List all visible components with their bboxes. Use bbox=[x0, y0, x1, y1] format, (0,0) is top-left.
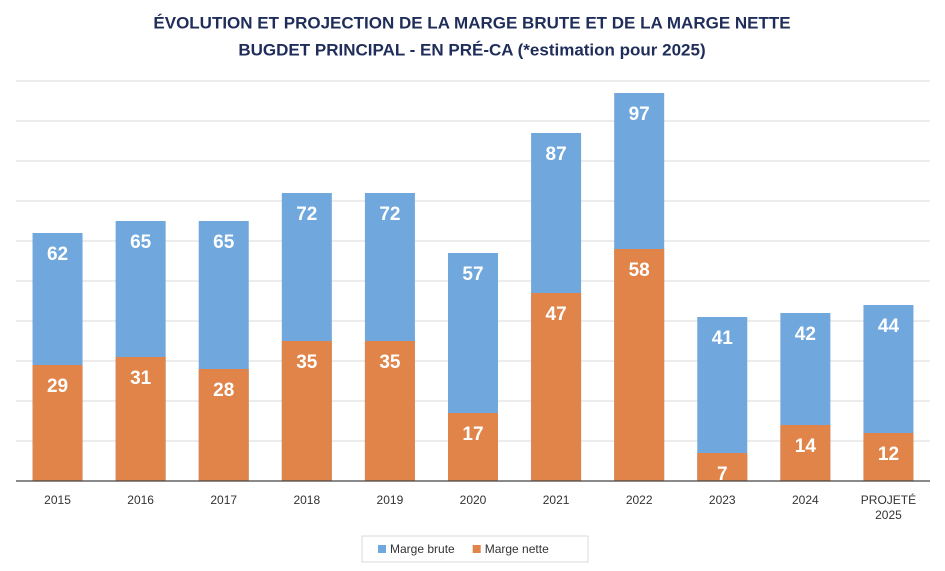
value-label: 72 bbox=[296, 204, 317, 225]
value-label: 31 bbox=[130, 368, 152, 389]
bar bbox=[448, 413, 498, 481]
value-label: 12 bbox=[878, 444, 899, 465]
value-label: 57 bbox=[462, 264, 483, 285]
value-label: 47 bbox=[546, 304, 567, 325]
value-label: 29 bbox=[47, 376, 68, 397]
x-tick-label: PROJETÉ 2025 bbox=[860, 493, 917, 522]
x-tick-label: 2022 bbox=[625, 493, 653, 507]
value-label: 7 bbox=[717, 464, 728, 485]
value-label: 58 bbox=[629, 260, 650, 281]
x-tick-label: 2016 bbox=[127, 493, 154, 507]
bar bbox=[364, 341, 415, 481]
value-label: 87 bbox=[546, 144, 567, 165]
bar bbox=[863, 433, 914, 481]
x-tick-label: 2017 bbox=[210, 493, 238, 507]
value-label: 44 bbox=[878, 316, 900, 337]
legend-swatch bbox=[378, 545, 386, 553]
x-tick-label: 2019 bbox=[376, 493, 404, 507]
bar bbox=[780, 425, 831, 481]
legend-label: Marge nette bbox=[485, 542, 549, 556]
value-label: 17 bbox=[462, 424, 483, 445]
value-label: 62 bbox=[47, 244, 68, 265]
x-tick-label: 2020 bbox=[459, 493, 487, 507]
value-label: 35 bbox=[379, 352, 401, 373]
bar bbox=[32, 365, 83, 481]
value-label: 41 bbox=[712, 328, 734, 349]
x-tick-label: 2015 bbox=[44, 493, 71, 507]
legend-swatch bbox=[472, 545, 481, 553]
value-label: 28 bbox=[213, 380, 234, 401]
x-tick-label: 2021 bbox=[542, 493, 570, 507]
chart-title: ÉVOLUTION ET PROJECTION DE LA MARGE BRUT… bbox=[153, 13, 790, 32]
x-tick-label: 2023 bbox=[708, 493, 736, 507]
bar bbox=[531, 293, 582, 481]
legend: Marge brute Marge nette bbox=[361, 535, 589, 563]
value-label: 14 bbox=[795, 436, 817, 457]
value-label: 97 bbox=[629, 104, 650, 125]
bar bbox=[115, 357, 166, 481]
chart-subtitle: BUGDET PRINCIPAL - EN PRÉ-CA (*estimatio… bbox=[238, 40, 705, 59]
bar bbox=[198, 369, 249, 481]
x-tick-label: 2018 bbox=[293, 493, 321, 507]
value-label: 42 bbox=[795, 324, 816, 345]
bar bbox=[614, 249, 665, 481]
value-label: 35 bbox=[296, 352, 318, 373]
legend-label: Marge brute bbox=[390, 542, 455, 556]
bar bbox=[281, 341, 332, 481]
bar bbox=[697, 453, 748, 481]
value-label: 65 bbox=[213, 232, 235, 253]
x-tick-label: 2024 bbox=[792, 493, 819, 507]
value-label: 65 bbox=[130, 232, 152, 253]
value-label: 72 bbox=[379, 204, 400, 225]
